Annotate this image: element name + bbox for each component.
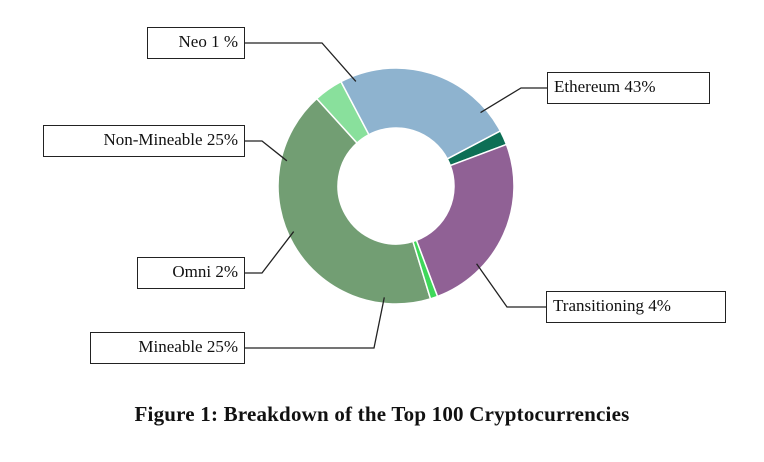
leader-line-neo xyxy=(245,42,357,82)
slice-ethereum xyxy=(277,97,432,305)
leader-line-mineable xyxy=(245,297,385,349)
label-non-mineable: Non-Mineable 25% xyxy=(43,125,245,157)
slice-mineable xyxy=(339,67,502,160)
leader-line-omni xyxy=(245,231,295,274)
leader-line-ethereum xyxy=(480,87,547,114)
slice-non-mineable xyxy=(415,143,515,298)
label-omni: Omni 2% xyxy=(137,257,245,289)
donut-chart xyxy=(245,42,547,349)
leader-line-transitioning xyxy=(476,263,546,308)
figure-caption: Figure 1: Breakdown of the Top 100 Crypt… xyxy=(134,402,630,426)
slice-neo xyxy=(412,239,439,300)
label-transitioning: Transitioning 4% xyxy=(546,291,726,323)
label-ethereum: Ethereum 43% xyxy=(547,72,710,104)
label-neo: Neo 1 % xyxy=(147,27,245,59)
leader-line-non-mineable xyxy=(245,140,288,162)
label-mineable: Mineable 25% xyxy=(90,332,245,364)
